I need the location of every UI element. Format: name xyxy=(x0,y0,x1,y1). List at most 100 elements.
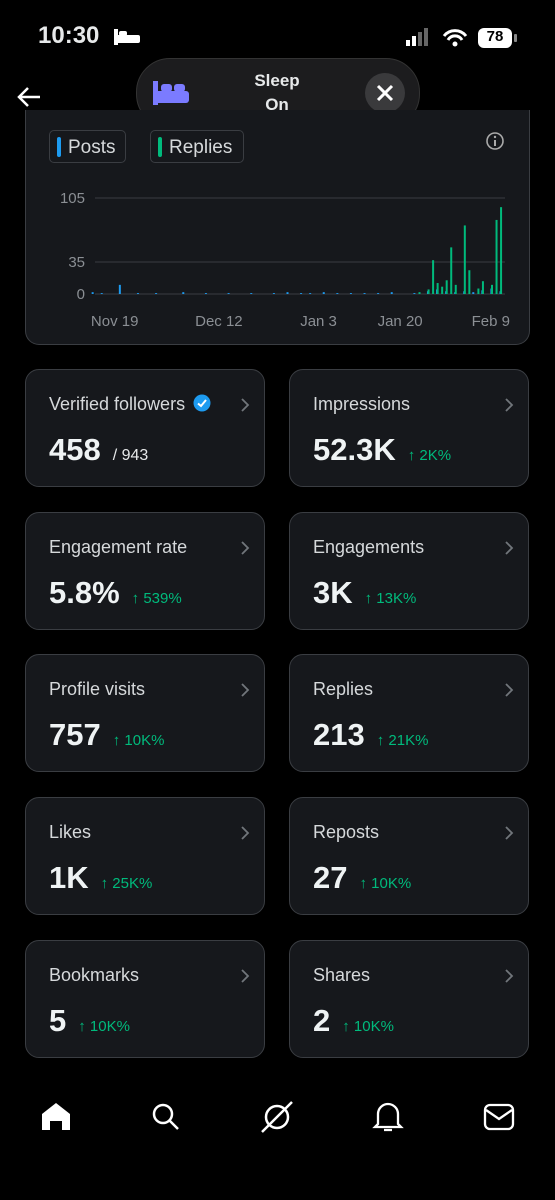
legend-chip[interactable]: Replies xyxy=(150,130,244,163)
metric-card[interactable]: Profile visits 757 ↑ 10K% xyxy=(25,654,265,773)
bar xyxy=(472,292,475,294)
metric-change: ↑ 10K% xyxy=(359,875,412,893)
bar xyxy=(363,293,366,294)
chevron xyxy=(505,969,514,983)
chart-card xyxy=(25,110,530,345)
bar xyxy=(322,292,325,294)
metric-total: / 943 xyxy=(112,447,149,464)
metric-card[interactable]: Shares 2 ↑ 10K% xyxy=(289,939,529,1058)
bed-icon xyxy=(114,29,140,45)
legend-label: Posts xyxy=(68,137,116,158)
x-tick-label: Jan 20 xyxy=(378,313,423,330)
chevron xyxy=(241,826,250,840)
metric-title: Replies xyxy=(313,679,374,700)
bar xyxy=(481,281,484,294)
bar xyxy=(491,284,494,294)
metric-change: ↑ 13K% xyxy=(364,589,417,607)
bar xyxy=(300,293,303,294)
metric-value-text: 213 xyxy=(313,717,365,753)
bar xyxy=(427,289,430,294)
bar xyxy=(463,225,466,294)
metric-card[interactable]: Impressions 52.3K ↑ 2K% xyxy=(289,369,529,487)
bar xyxy=(432,260,435,294)
metric-value: 757 ↑ 10K% xyxy=(49,717,164,753)
metric-value-text: 27 xyxy=(313,860,348,896)
bar xyxy=(390,292,393,294)
chevron xyxy=(241,541,250,555)
sleep-state: On xyxy=(265,95,289,114)
bar xyxy=(250,293,253,294)
bar xyxy=(495,219,498,294)
nav-home[interactable] xyxy=(42,1103,70,1130)
metric-card[interactable]: Replies 213 ↑ 21K% xyxy=(289,654,529,773)
metric-value: 213 ↑ 21K% xyxy=(313,717,428,753)
metric-value: 1K ↑ 25K% xyxy=(49,860,152,896)
metric-card[interactable]: Reposts 27 ↑ 10K% xyxy=(289,797,529,916)
bar xyxy=(413,293,416,294)
legend-label: Replies xyxy=(169,137,233,158)
metric-title: Engagements xyxy=(313,536,425,557)
bar xyxy=(336,293,339,294)
nav-notifications[interactable] xyxy=(372,1102,404,1132)
metric-change: ↑ 539% xyxy=(131,589,182,607)
metric-value: 2 ↑ 10K% xyxy=(313,1003,394,1039)
metric-card[interactable]: Engagements 3K ↑ 13K% xyxy=(289,511,529,630)
bar xyxy=(309,293,312,294)
sleep-bed-icon xyxy=(153,81,189,105)
bar xyxy=(204,293,207,294)
metric-change: ↑ 25K% xyxy=(100,875,153,893)
verified-badge xyxy=(193,394,211,412)
metric-title: Reposts xyxy=(313,822,380,843)
nav-search[interactable] xyxy=(152,1103,179,1130)
metric-title: Engagement rate xyxy=(49,536,188,557)
bar xyxy=(468,270,471,294)
bar xyxy=(100,293,103,294)
metric-card[interactable]: Verified followers 458 / 943 xyxy=(25,369,265,487)
nav-grok[interactable] xyxy=(261,1101,293,1133)
x-tick-label: Jan 3 xyxy=(300,313,337,330)
sleep-title: Sleep xyxy=(254,71,300,90)
bar xyxy=(454,284,457,294)
metric-value: 52.3K ↑ 2K% xyxy=(313,432,451,468)
chevron xyxy=(505,826,514,840)
chevron xyxy=(241,683,250,698)
sleep-close[interactable] xyxy=(365,73,405,113)
metric-card[interactable]: Engagement rate 5.8% ↑ 539% xyxy=(25,511,265,630)
bar xyxy=(227,293,230,294)
metric-value-text: 757 xyxy=(49,717,101,753)
status-icons xyxy=(406,28,517,48)
back-button[interactable] xyxy=(14,84,44,110)
chart: 0 35 105 Nov 19 Dec 12 Jan 3 Jan 20 Feb 9 xyxy=(60,190,510,330)
metric-value: 5 ↑ 10K% xyxy=(49,1003,130,1039)
metric-value-text: 2 xyxy=(313,1002,331,1038)
metric-value-text: 52.3K xyxy=(313,432,396,467)
bar xyxy=(377,293,380,294)
bar xyxy=(436,283,439,294)
metric-value-text: 458 xyxy=(49,432,101,467)
battery-level: 78 xyxy=(486,28,504,45)
bar xyxy=(136,293,139,294)
metric-title: Bookmarks xyxy=(49,964,140,985)
bar xyxy=(118,284,121,294)
y-tick-label: 0 xyxy=(77,286,85,303)
metric-card[interactable]: Bookmarks 5 ↑ 10K% xyxy=(25,939,265,1058)
y-tick-label: 35 xyxy=(68,254,85,271)
bar xyxy=(500,207,503,294)
bottom-nav xyxy=(42,1101,515,1133)
metric-change: ↑ 10K% xyxy=(78,1017,130,1035)
chevron xyxy=(241,969,250,983)
bar xyxy=(445,280,448,294)
chevron xyxy=(505,683,514,698)
metric-card[interactable]: Likes 1K ↑ 25K% xyxy=(25,797,265,916)
bar xyxy=(418,292,421,294)
chevron xyxy=(505,541,514,555)
nav-messages[interactable] xyxy=(483,1103,515,1131)
info-icon[interactable] xyxy=(485,131,505,151)
metric-value-text: 3K xyxy=(313,574,353,610)
bar xyxy=(286,292,289,294)
metric-title: Impressions xyxy=(313,394,411,414)
bar xyxy=(441,286,444,294)
legend-chip[interactable]: Posts xyxy=(49,130,126,163)
metric-value: 3K ↑ 13K% xyxy=(313,575,416,611)
